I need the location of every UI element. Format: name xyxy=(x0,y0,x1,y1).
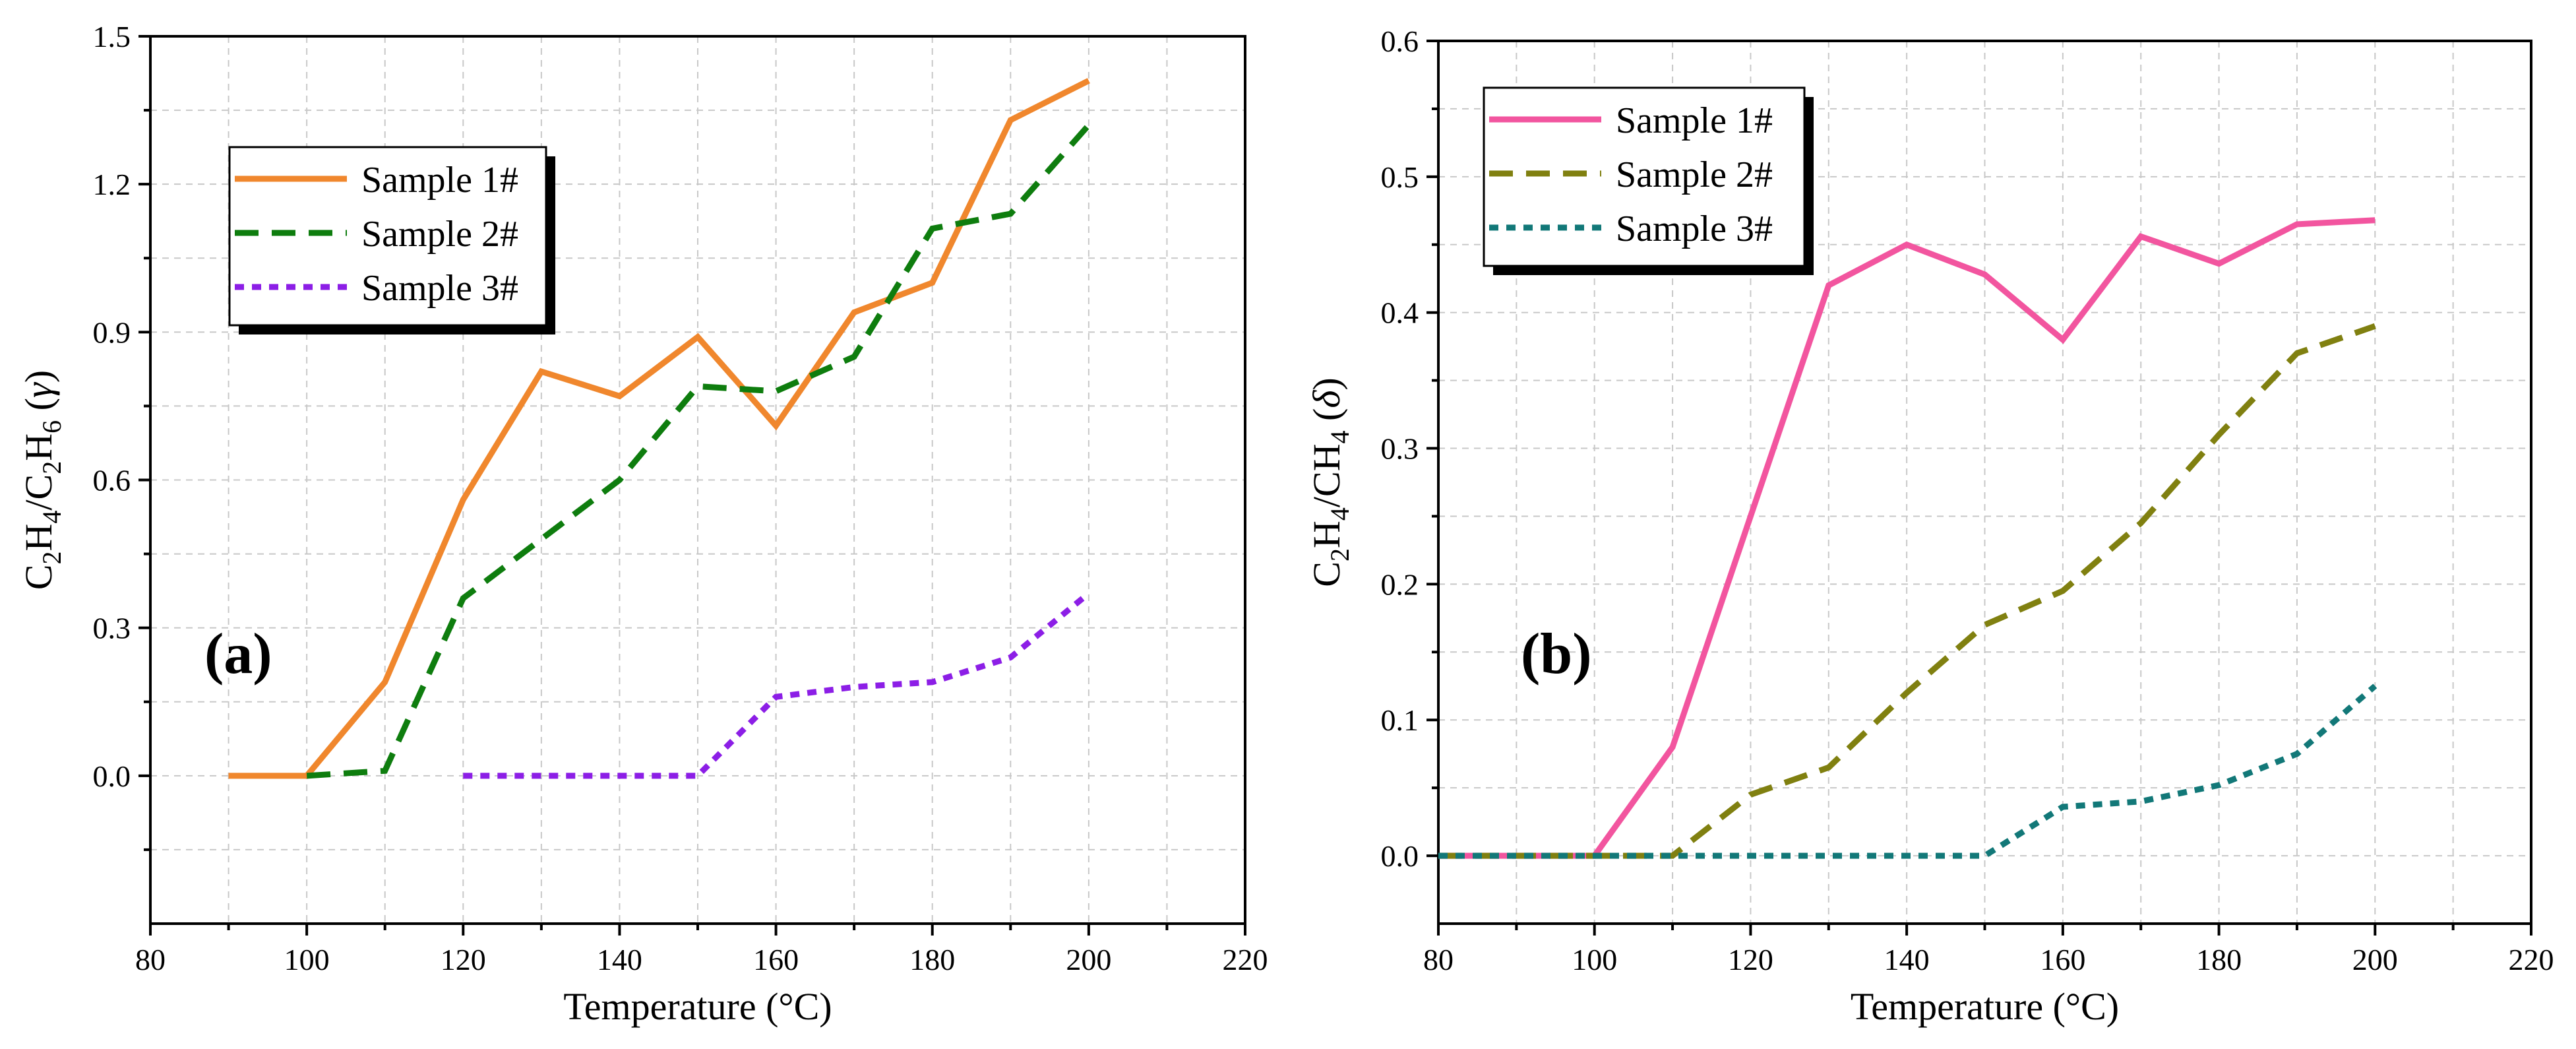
y-axis-title-part: H xyxy=(17,433,60,461)
y-axis-title-part: 4 xyxy=(1325,430,1355,443)
x-tick-label: 140 xyxy=(1884,943,1930,976)
y-tick-label: 0.3 xyxy=(1381,432,1419,466)
y-axis-title-part: 2 xyxy=(37,461,67,474)
x-tick-label: 200 xyxy=(1066,943,1111,976)
x-tick-label: 160 xyxy=(2040,943,2085,976)
x-axis-title: Temperature (°C) xyxy=(563,985,832,1028)
x-tick-label: 220 xyxy=(1223,943,1268,976)
y-tick-label: 0.2 xyxy=(1381,567,1419,601)
y-axis-title-part: γ xyxy=(17,381,60,398)
y-axis-title-part: C xyxy=(1305,561,1348,587)
series-line-1 xyxy=(228,78,1090,779)
legend-label-1: Sample 1# xyxy=(361,160,518,201)
y-axis-title-part: ) xyxy=(1305,377,1348,390)
x-tick-label: 120 xyxy=(441,943,486,976)
x-tick-label: 140 xyxy=(597,943,642,976)
x-tick-label: 200 xyxy=(2352,943,2398,976)
y-axis-title-part: 6 xyxy=(37,420,67,433)
y-tick-label: 1.2 xyxy=(93,168,131,201)
panel-label: (b) xyxy=(1521,622,1592,686)
legend-label-2: Sample 2# xyxy=(1616,154,1773,195)
y-axis-title: C2H4/CH4 (δ) xyxy=(1305,377,1355,587)
legend-label-3: Sample 3# xyxy=(361,268,518,309)
y-axis-title-part: 4 xyxy=(1325,507,1355,521)
series-line-3 xyxy=(463,590,1091,779)
y-axis-title-part: 4 xyxy=(37,511,67,524)
y-axis-title-part: δ xyxy=(1305,390,1348,408)
y-axis-title-part: C xyxy=(17,564,60,590)
y-axis-title-part: ( xyxy=(17,398,60,420)
y-tick-label: 0.0 xyxy=(1381,839,1419,873)
x-tick-label: 180 xyxy=(909,943,955,976)
y-axis-title-part: 2 xyxy=(1325,548,1355,561)
panel-label: (a) xyxy=(204,622,272,686)
y-tick-label: 0.3 xyxy=(93,612,131,645)
y-tick-label: 0.6 xyxy=(93,464,131,497)
y-tick-label: 0.4 xyxy=(1381,296,1419,330)
y-axis-title-part: 2 xyxy=(37,551,67,564)
x-axis-title: Temperature (°C) xyxy=(1851,985,2119,1028)
y-tick-label: 0.0 xyxy=(93,759,131,793)
x-tick-label: 100 xyxy=(284,943,330,976)
y-tick-label: 0.1 xyxy=(1381,703,1419,737)
y-axis-title-part: H xyxy=(1305,521,1348,548)
y-axis-title-part: ) xyxy=(17,370,60,383)
legend-label-3: Sample 3# xyxy=(1616,208,1773,249)
chart-panel-1: 80 100 120 140 160 180 200 220 0.0 0.3 0.6 0.9 1.2 1.… xyxy=(17,20,1268,1028)
x-tick-label: 120 xyxy=(1728,943,1773,976)
x-tick-label: 220 xyxy=(2509,943,2554,976)
legend: Sample 1# Sample 2# Sample 3# xyxy=(228,146,555,334)
series-line-2 xyxy=(306,123,1091,779)
y-axis-title-part: ( xyxy=(1305,408,1348,431)
x-tick-label: 160 xyxy=(753,943,799,976)
y-tick-label: 0.9 xyxy=(93,315,131,349)
y-axis-title: C2H4/C2H6 (γ) xyxy=(17,370,67,590)
x-tick-label: 180 xyxy=(2196,943,2242,976)
x-tick-label: 80 xyxy=(135,943,166,976)
legend: Sample 1# Sample 2# Sample 3# xyxy=(1483,86,1814,275)
y-axis-title-part: /C xyxy=(17,474,60,511)
legend-label-2: Sample 2# xyxy=(361,214,518,255)
series-line-3 xyxy=(1438,683,2377,859)
y-tick-label: 0.6 xyxy=(1381,24,1419,58)
y-axis-title-part: /CH xyxy=(1305,443,1348,507)
x-tick-label: 100 xyxy=(1572,943,1617,976)
y-tick-label: 0.5 xyxy=(1381,160,1419,194)
legend-label-1: Sample 1# xyxy=(1616,100,1773,141)
x-tick-label: 80 xyxy=(1423,943,1454,976)
chart-panel-2: 80 100 120 140 160 180 200 220 0.0 0.1 0.2 0.3 0.4 0.… xyxy=(1305,24,2554,1028)
y-tick-label: 1.5 xyxy=(93,20,131,53)
y-axis-title-part: H xyxy=(17,524,60,552)
